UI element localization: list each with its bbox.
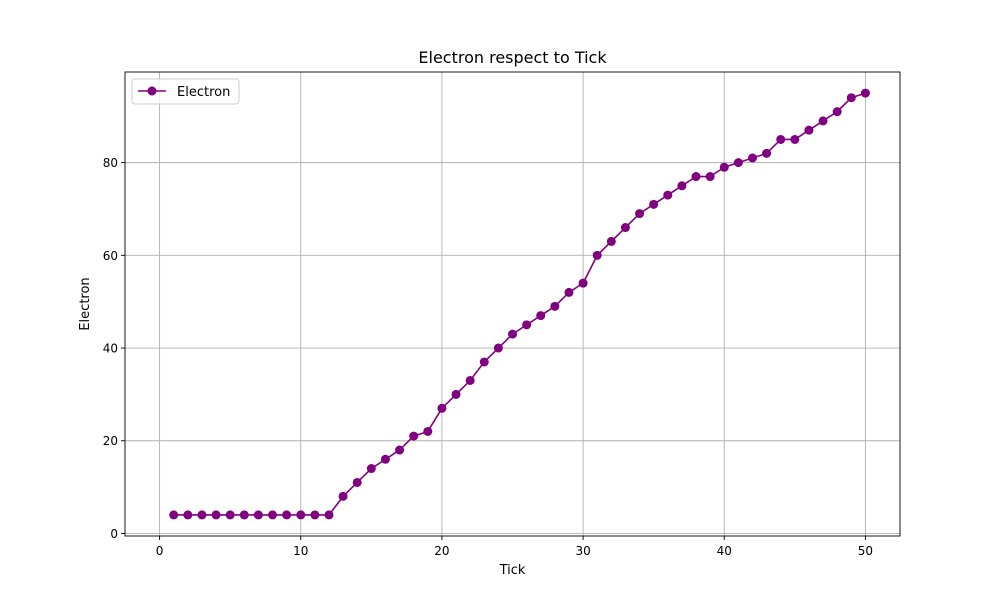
data-point <box>508 329 517 339</box>
data-point <box>804 125 814 135</box>
x-tick-label: 40 <box>717 544 732 558</box>
data-point <box>592 250 602 260</box>
legend-box <box>131 78 240 105</box>
x-axis-label: Tick <box>499 563 526 578</box>
grid-lines <box>125 72 900 536</box>
data-point <box>268 510 278 520</box>
data-point <box>183 510 193 520</box>
x-tick-label: 50 <box>858 544 873 558</box>
data-point <box>324 510 334 520</box>
legend-point-marker <box>147 86 157 96</box>
data-point <box>465 375 475 385</box>
data-point <box>536 311 546 321</box>
data-point <box>352 477 362 487</box>
data-point <box>211 510 221 520</box>
y-axis-ticks: 0 20 40 60 80 <box>103 156 125 541</box>
data-point <box>832 107 842 117</box>
plot-frame <box>124 71 901 537</box>
y-tick-label: 40 <box>103 342 118 356</box>
data-point <box>451 389 461 399</box>
data-point <box>635 209 645 219</box>
x-tick-label: 0 <box>156 544 164 558</box>
y-tick-label: 20 <box>103 434 118 448</box>
data-point <box>550 301 560 311</box>
y-axis-label: Electron <box>78 277 93 330</box>
data-point <box>719 162 729 172</box>
data-point <box>620 223 630 233</box>
data-point <box>493 343 503 353</box>
legend-label-electron: Electron <box>177 85 230 100</box>
data-point <box>296 510 306 520</box>
data-point <box>860 88 870 98</box>
data-point <box>733 158 743 168</box>
data-point <box>437 403 447 413</box>
data-point <box>395 445 405 455</box>
data-point <box>776 134 786 144</box>
data-point <box>169 510 179 520</box>
chart-title: Electron respect to Tick <box>418 48 607 67</box>
data-point <box>380 454 390 464</box>
data-point <box>606 236 616 246</box>
data-point <box>705 172 715 182</box>
data-point <box>423 426 433 436</box>
series-layer <box>169 88 870 520</box>
data-point <box>564 287 574 297</box>
data-point <box>663 190 673 200</box>
y-tick-label: 80 <box>103 156 118 170</box>
y-tick-label: 0 <box>110 527 118 541</box>
data-point <box>338 491 348 501</box>
data-point <box>846 93 856 103</box>
data-point <box>409 431 419 441</box>
data-point <box>578 278 588 288</box>
data-point <box>225 510 235 520</box>
data-point <box>818 116 828 126</box>
data-point <box>762 148 772 158</box>
data-point <box>649 199 659 209</box>
x-tick-label: 20 <box>434 544 449 558</box>
data-point <box>677 181 687 191</box>
data-point <box>197 510 207 520</box>
x-tick-label: 10 <box>293 544 308 558</box>
x-axis-ticks: 0 10 20 30 40 50 <box>156 536 873 558</box>
data-point <box>479 357 489 367</box>
data-point <box>522 320 532 330</box>
data-point <box>253 510 263 520</box>
data-point <box>310 510 320 520</box>
data-point <box>790 134 800 144</box>
data-point <box>691 172 701 182</box>
data-point <box>239 510 249 520</box>
x-tick-label: 30 <box>575 544 590 558</box>
data-point <box>366 464 376 474</box>
data-point <box>747 153 757 163</box>
legend: Electron <box>131 78 240 105</box>
y-tick-label: 60 <box>103 249 118 263</box>
data-point <box>282 510 292 520</box>
